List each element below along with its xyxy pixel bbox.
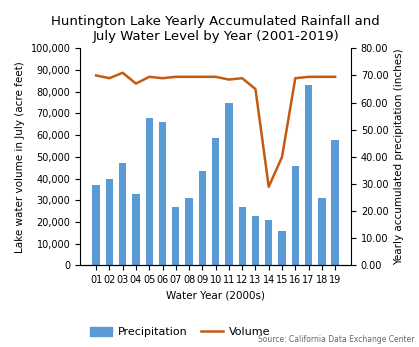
Bar [292, 166, 299, 265]
Volume [266, 185, 271, 189]
Bar [172, 207, 179, 265]
Y-axis label: Lake water volume in July (acre feet): Lake water volume in July (acre feet) [15, 61, 25, 253]
Bar [225, 103, 233, 265]
Text: Source: California Data Exchange Center: Source: California Data Exchange Center [258, 335, 415, 344]
Volume [253, 87, 258, 91]
Bar [93, 185, 100, 265]
Bar [132, 194, 140, 265]
Volume [173, 75, 178, 79]
Bar [159, 122, 166, 265]
Bar [252, 215, 259, 265]
Volume [133, 82, 138, 86]
X-axis label: Water Year (2000s): Water Year (2000s) [166, 291, 265, 301]
Volume [226, 77, 231, 82]
Bar [331, 139, 339, 265]
Bar [238, 207, 246, 265]
Volume [319, 75, 324, 79]
Volume [200, 75, 205, 79]
Bar [119, 163, 126, 265]
Line: Volume: Volume [96, 73, 335, 187]
Title: Huntington Lake Yearly Accumulated Rainfall and
July Water Level by Year (2001-2: Huntington Lake Yearly Accumulated Rainf… [51, 15, 380, 43]
Bar [186, 198, 193, 265]
Bar [278, 231, 286, 265]
Volume [107, 76, 112, 80]
Volume [120, 71, 125, 75]
Legend: Precipitation, Volume: Precipitation, Volume [85, 322, 275, 341]
Bar [305, 85, 312, 265]
Volume [333, 75, 338, 79]
Volume [160, 76, 165, 80]
Bar [212, 138, 219, 265]
Volume [279, 155, 285, 159]
Volume [240, 76, 245, 80]
Volume [293, 76, 298, 80]
Volume [93, 74, 98, 78]
Bar [199, 171, 206, 265]
Bar [318, 198, 326, 265]
Bar [265, 220, 272, 265]
Volume [186, 75, 191, 79]
Bar [145, 118, 153, 265]
Volume [213, 75, 218, 79]
Y-axis label: Yearly accumulated precipitation (inches): Yearly accumulated precipitation (inches… [394, 49, 404, 265]
Volume [306, 75, 311, 79]
Bar [106, 179, 113, 265]
Volume [147, 75, 152, 79]
